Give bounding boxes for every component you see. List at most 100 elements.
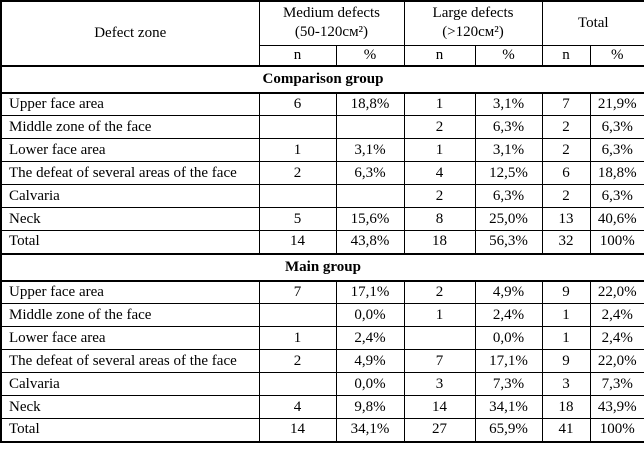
large-pct-cell: 65,9%: [474, 418, 543, 442]
medium-defects-range: (50-120см²): [294, 24, 369, 41]
total-pct-cell: 6,3%: [589, 115, 644, 139]
total-pct-cell: 2,4%: [589, 326, 644, 350]
large-pct-cell: 6,3%: [474, 184, 543, 208]
total-pct-cell: 6,3%: [589, 138, 644, 162]
medium-n-cell: 14: [258, 418, 337, 442]
medium-n-cell: 7: [258, 280, 337, 304]
table-row: Upper face area 7 17,1% 2 4,9% 9 22,0%: [0, 280, 644, 304]
total-n-cell: 32: [541, 230, 591, 254]
large-n-cell: 8: [403, 207, 476, 231]
total-n-cell: 41: [541, 418, 591, 442]
table-row: Neck 5 15,6% 8 25,0% 13 40,6%: [0, 207, 644, 231]
table-row: Neck 4 9,8% 14 34,1% 18 43,9%: [0, 395, 644, 419]
total-label: Total: [577, 14, 609, 31]
medium-pct-cell: 34,1%: [335, 418, 405, 442]
large-n-cell: 2: [403, 280, 476, 304]
medium-pct-cell: 0,0%: [335, 303, 405, 327]
total-pct-cell: 7,3%: [589, 372, 644, 396]
medium-pct-cell: 6,3%: [335, 161, 405, 185]
medium-pct-cell: [335, 115, 405, 139]
total-n-cell: 18: [541, 395, 591, 419]
large-pct-cell: 0,0%: [474, 326, 543, 350]
total-pct-cell: 2,4%: [589, 303, 644, 327]
table-row: Lower face area 1 3,1% 1 3,1% 2 6,3%: [0, 138, 644, 162]
large-pct-cell: 7,3%: [474, 372, 543, 396]
zone-cell: Total: [0, 230, 260, 254]
medium-pct-cell: 3,1%: [335, 138, 405, 162]
defect-zone-header: Defect zone: [0, 0, 260, 66]
medium-defects-header: Medium defects (50-120см²): [258, 0, 405, 46]
large-n-cell: 18: [403, 230, 476, 254]
medium-pct-cell: 2,4%: [335, 326, 405, 350]
total-header: Total: [541, 0, 644, 46]
header-row-groups: Defect zone Medium defects (50-120см²) L…: [0, 0, 644, 66]
large-pct-cell: 3,1%: [474, 138, 543, 162]
large-n-header: n: [403, 44, 476, 67]
table-row: Upper face area 6 18,8% 1 3,1% 7 21,9%: [0, 92, 644, 116]
large-n-cell: 3: [403, 372, 476, 396]
total-pct-cell: 43,9%: [589, 395, 644, 419]
medium-n-cell: 2: [258, 349, 337, 373]
large-n-cell: 27: [403, 418, 476, 442]
total-n-cell: 3: [541, 372, 591, 396]
total-n-cell: 2: [541, 184, 591, 208]
group-title: Comparison group: [0, 64, 644, 94]
medium-n-cell: [258, 184, 337, 208]
large-percent-header: %: [474, 44, 543, 67]
medium-pct-cell: [335, 184, 405, 208]
table-row: Calvaria 0,0% 3 7,3% 3 7,3%: [0, 372, 644, 396]
medium-n-cell: 4: [258, 395, 337, 419]
table-row: Total 14 43,8% 18 56,3% 32 100%: [0, 230, 644, 254]
group-title: Main group: [0, 252, 644, 282]
large-pct-cell: 3,1%: [474, 92, 543, 116]
medium-n-cell: [258, 115, 337, 139]
table-row: Total 14 34,1% 27 65,9% 41 100%: [0, 418, 644, 442]
medium-pct-cell: 0,0%: [335, 372, 405, 396]
medium-n-cell: 6: [258, 92, 337, 116]
medium-pct-cell: 4,9%: [335, 349, 405, 373]
total-percent-header: %: [589, 44, 644, 67]
total-n-cell: 6: [541, 161, 591, 185]
large-defects-label: Large defects: [432, 4, 514, 21]
table-row: Lower face area 1 2,4% 0,0% 1 2,4%: [0, 326, 644, 350]
total-n-cell: 2: [541, 138, 591, 162]
zone-cell: Middle zone of the face: [0, 303, 260, 327]
group-header-row: Comparison group: [0, 64, 644, 94]
zone-cell: Neck: [0, 395, 260, 419]
zone-cell: The defeat of several areas of the face: [0, 349, 260, 373]
zone-cell: Lower face area: [0, 326, 260, 350]
zone-cell: Upper face area: [0, 280, 260, 304]
total-n-cell: 9: [541, 349, 591, 373]
table-row: Middle zone of the face 0,0% 1 2,4% 1 2,4%: [0, 303, 644, 327]
zone-cell: The defeat of several areas of the face: [0, 161, 260, 185]
table-row: Middle zone of the face 2 6,3% 2 6,3%: [0, 115, 644, 139]
large-pct-cell: 12,5%: [474, 161, 543, 185]
medium-n-cell: 2: [258, 161, 337, 185]
zone-cell: Calvaria: [0, 372, 260, 396]
medium-pct-cell: 17,1%: [335, 280, 405, 304]
zone-cell: Lower face area: [0, 138, 260, 162]
table-row: Calvaria 2 6,3% 2 6,3%: [0, 184, 644, 208]
zone-cell: Middle zone of the face: [0, 115, 260, 139]
large-pct-cell: 17,1%: [474, 349, 543, 373]
large-defects-range: (>120см²): [442, 24, 504, 41]
total-pct-cell: 18,8%: [589, 161, 644, 185]
zone-cell: Calvaria: [0, 184, 260, 208]
large-n-cell: [403, 326, 476, 350]
large-n-cell: 4: [403, 161, 476, 185]
table-row: The defeat of several areas of the face 2…: [0, 349, 644, 373]
medium-n-cell: [258, 372, 337, 396]
medium-n-cell: 1: [258, 326, 337, 350]
large-n-cell: 2: [403, 115, 476, 139]
total-n-cell: 13: [541, 207, 591, 231]
medium-n-header: n: [258, 44, 337, 67]
medium-pct-cell: 43,8%: [335, 230, 405, 254]
large-n-cell: 7: [403, 349, 476, 373]
total-pct-cell: 22,0%: [589, 349, 644, 373]
medium-pct-cell: 18,8%: [335, 92, 405, 116]
large-n-cell: 1: [403, 138, 476, 162]
total-n-cell: 2: [541, 115, 591, 139]
large-pct-cell: 4,9%: [474, 280, 543, 304]
